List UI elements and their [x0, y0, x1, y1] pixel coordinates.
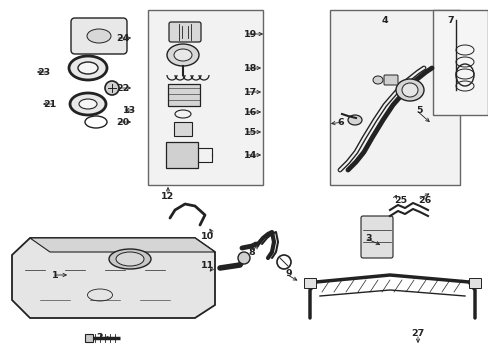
Text: 3: 3: [364, 234, 371, 243]
Text: 25: 25: [393, 195, 407, 204]
Text: 1: 1: [52, 270, 59, 279]
Text: 11: 11: [201, 261, 214, 270]
Text: 10: 10: [201, 231, 214, 240]
Text: 19: 19: [244, 30, 257, 39]
Text: 13: 13: [122, 105, 136, 114]
Bar: [174, 122, 192, 136]
Text: 27: 27: [410, 329, 424, 338]
Text: 15: 15: [244, 127, 257, 136]
Text: 16: 16: [244, 108, 257, 117]
Ellipse shape: [70, 93, 106, 115]
Text: 26: 26: [417, 195, 430, 204]
Bar: [148, 10, 263, 185]
Ellipse shape: [78, 62, 98, 74]
Ellipse shape: [238, 252, 249, 264]
PathPatch shape: [12, 238, 215, 318]
Ellipse shape: [347, 115, 361, 125]
Text: 5: 5: [415, 105, 422, 114]
Text: 6: 6: [337, 117, 343, 126]
Ellipse shape: [167, 44, 199, 66]
Text: 20: 20: [116, 117, 129, 126]
FancyBboxPatch shape: [383, 75, 397, 85]
Ellipse shape: [105, 81, 119, 95]
Ellipse shape: [87, 29, 111, 43]
Ellipse shape: [79, 99, 97, 109]
Bar: [165, 142, 198, 168]
Bar: [304, 278, 315, 288]
Text: 18: 18: [244, 63, 257, 72]
Text: 23: 23: [37, 68, 50, 77]
Bar: [468, 278, 480, 288]
Text: 2: 2: [96, 333, 102, 342]
FancyBboxPatch shape: [71, 18, 127, 54]
Text: 4: 4: [381, 16, 387, 25]
Text: 9: 9: [285, 270, 292, 279]
Bar: [329, 10, 459, 185]
Ellipse shape: [69, 56, 107, 80]
Bar: [168, 84, 200, 106]
FancyBboxPatch shape: [169, 22, 201, 42]
Text: 14: 14: [244, 150, 257, 159]
Ellipse shape: [174, 49, 192, 61]
Ellipse shape: [116, 252, 143, 266]
Text: 12: 12: [161, 192, 174, 201]
Text: 24: 24: [116, 33, 129, 42]
FancyBboxPatch shape: [360, 216, 392, 258]
Text: 7: 7: [447, 16, 453, 25]
Ellipse shape: [109, 249, 151, 269]
Bar: [85, 334, 93, 342]
Ellipse shape: [395, 79, 423, 101]
Ellipse shape: [372, 76, 382, 84]
PathPatch shape: [30, 238, 215, 252]
Text: 21: 21: [42, 99, 56, 108]
Text: 22: 22: [116, 84, 129, 93]
Text: 17: 17: [244, 87, 257, 96]
Text: 8: 8: [247, 248, 254, 257]
Bar: [432, 10, 487, 115]
Ellipse shape: [401, 83, 417, 97]
